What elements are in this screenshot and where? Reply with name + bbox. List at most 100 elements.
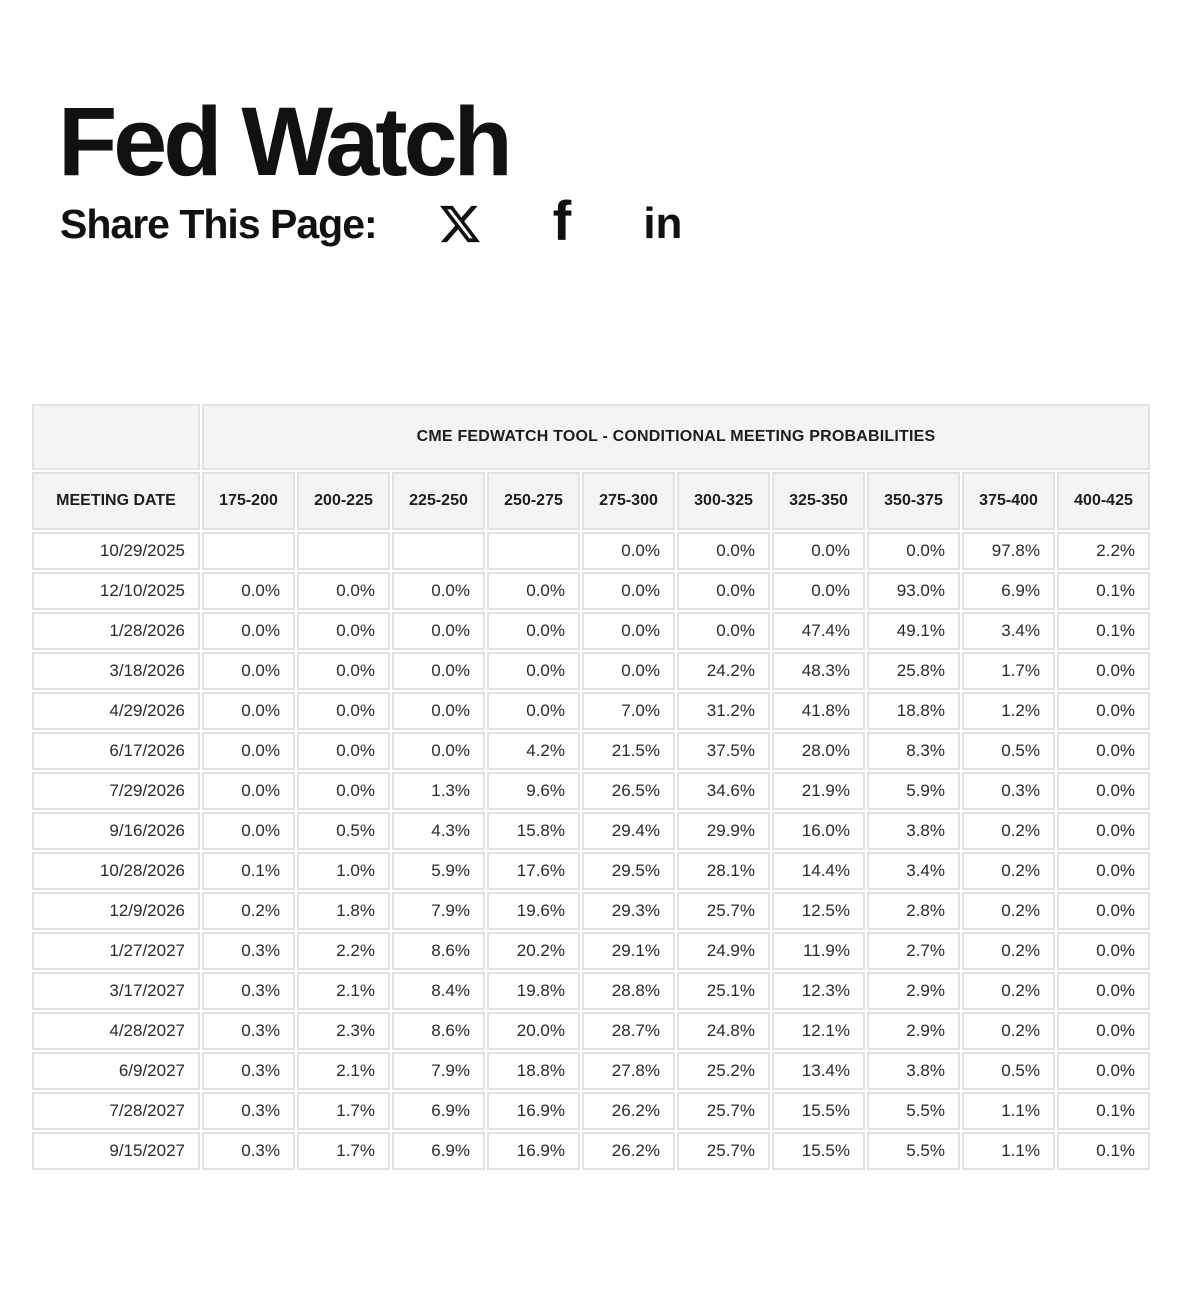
probability-cell: 25.1% <box>677 972 770 1010</box>
meeting-date-header: MEETING DATE <box>32 472 200 530</box>
meeting-date-cell: 6/9/2027 <box>32 1052 200 1090</box>
linkedin-icon[interactable]: in <box>643 199 683 248</box>
probability-cell: 5.5% <box>867 1092 960 1130</box>
table-row: 12/10/2025 0.0% 0.0% 0.0% 0.0% 0.0% 0.0% 0.0% 93… <box>32 572 1151 610</box>
probability-cell: 2.1% <box>297 972 390 1010</box>
probability-cell: 15.5% <box>772 1132 865 1170</box>
probability-cell: 29.3% <box>582 892 675 930</box>
x-icon[interactable] <box>439 204 481 244</box>
probability-cell: 0.0% <box>392 612 485 650</box>
probability-cell: 0.1% <box>1057 1092 1151 1130</box>
probability-cell: 21.9% <box>772 772 865 810</box>
probability-cell: 12.3% <box>772 972 865 1010</box>
probability-cell <box>202 532 295 570</box>
probability-cell: 0.0% <box>1057 692 1151 730</box>
probability-cell: 1.1% <box>962 1132 1055 1170</box>
probability-cell: 26.2% <box>582 1132 675 1170</box>
probability-cell: 0.0% <box>487 572 580 610</box>
table-banner-row: CME FEDWATCH TOOL - CONDITIONAL MEETING … <box>32 404 1151 470</box>
probability-cell: 29.1% <box>582 932 675 970</box>
table-row: 4/28/2027 0.3% 2.3% 8.6% 20.0% 28.7% 24.8% 12.1… <box>32 1012 1151 1050</box>
probability-cell: 0.0% <box>582 652 675 690</box>
table-row: 9/16/2026 0.0% 0.5% 4.3% 15.8% 29.4% 29.9% 16.0… <box>32 812 1151 850</box>
probability-cell: 13.4% <box>772 1052 865 1090</box>
probability-cell: 2.8% <box>867 892 960 930</box>
table-row: 10/28/2026 0.1% 1.0% 5.9% 17.6% 29.5% 28.1% 14.… <box>32 852 1151 890</box>
table-row: 3/17/2027 0.3% 2.1% 8.4% 19.8% 28.8% 25.1% 12.3… <box>32 972 1151 1010</box>
probability-cell: 0.0% <box>202 612 295 650</box>
probability-cell: 0.3% <box>962 772 1055 810</box>
probability-cell: 16.9% <box>487 1132 580 1170</box>
probability-cell: 0.0% <box>392 652 485 690</box>
probability-cell: 0.0% <box>1057 652 1151 690</box>
probability-cell: 0.0% <box>1057 1012 1151 1050</box>
table-row: 1/27/2027 0.3% 2.2% 8.6% 20.2% 29.1% 24.9% 11.9… <box>32 932 1151 970</box>
probability-cell: 0.0% <box>202 692 295 730</box>
probability-cell: 0.0% <box>867 532 960 570</box>
probability-cell: 0.0% <box>582 572 675 610</box>
probability-cell: 25.2% <box>677 1052 770 1090</box>
probability-cell: 0.0% <box>677 572 770 610</box>
probability-cell: 0.2% <box>962 932 1055 970</box>
probability-cell: 18.8% <box>867 692 960 730</box>
probability-cell: 49.1% <box>867 612 960 650</box>
probability-cell: 28.1% <box>677 852 770 890</box>
rate-range-header: 275-300 <box>582 472 675 530</box>
probability-cell: 0.2% <box>962 1012 1055 1050</box>
rate-range-header: 400-425 <box>1057 472 1151 530</box>
probability-cell: 0.3% <box>202 1092 295 1130</box>
probability-cell: 12.1% <box>772 1012 865 1050</box>
probability-cell: 0.0% <box>487 652 580 690</box>
probability-cell: 18.8% <box>487 1052 580 1090</box>
fedwatch-table-wrap: CME FEDWATCH TOOL - CONDITIONAL MEETING … <box>30 402 1152 1172</box>
probability-cell: 4.3% <box>392 812 485 850</box>
probability-cell: 19.6% <box>487 892 580 930</box>
probability-cell: 0.0% <box>297 692 390 730</box>
probability-cell: 0.0% <box>297 612 390 650</box>
probability-cell: 3.4% <box>867 852 960 890</box>
probability-cell: 11.9% <box>772 932 865 970</box>
probability-cell: 0.0% <box>1057 772 1151 810</box>
probability-cell: 0.3% <box>202 932 295 970</box>
probability-cell: 2.2% <box>1057 532 1151 570</box>
table-row: 12/9/2026 0.2% 1.8% 7.9% 19.6% 29.3% 25.7% 12.5… <box>32 892 1151 930</box>
probability-cell: 0.0% <box>1057 812 1151 850</box>
probability-cell <box>297 532 390 570</box>
probability-cell: 93.0% <box>867 572 960 610</box>
rate-range-header: 375-400 <box>962 472 1055 530</box>
probability-cell: 0.0% <box>297 572 390 610</box>
probability-cell: 25.7% <box>677 1092 770 1130</box>
probability-cell: 0.1% <box>202 852 295 890</box>
probability-cell: 1.1% <box>962 1092 1055 1130</box>
probability-cell: 0.0% <box>297 732 390 770</box>
probability-cell: 0.0% <box>677 612 770 650</box>
rate-range-header: 325-350 <box>772 472 865 530</box>
probability-cell: 0.0% <box>202 652 295 690</box>
meeting-date-cell: 1/28/2026 <box>32 612 200 650</box>
facebook-icon[interactable]: f <box>552 189 572 252</box>
probability-cell: 97.8% <box>962 532 1055 570</box>
probability-cell: 26.5% <box>582 772 675 810</box>
probability-cell: 0.0% <box>202 572 295 610</box>
table-title: CME FEDWATCH TOOL - CONDITIONAL MEETING … <box>202 404 1151 470</box>
probability-cell: 24.2% <box>677 652 770 690</box>
probability-cell: 0.2% <box>962 812 1055 850</box>
probability-cell: 28.0% <box>772 732 865 770</box>
probability-cell: 6.9% <box>392 1132 485 1170</box>
probability-cell: 0.2% <box>962 852 1055 890</box>
probability-cell: 15.8% <box>487 812 580 850</box>
table-row: 1/28/2026 0.0% 0.0% 0.0% 0.0% 0.0% 0.0% 47.4% 49… <box>32 612 1151 650</box>
table-row: 6/17/2026 0.0% 0.0% 0.0% 4.2% 21.5% 37.5% 28.0%… <box>32 732 1151 770</box>
probability-cell: 2.7% <box>867 932 960 970</box>
probability-cell: 6.9% <box>962 572 1055 610</box>
probability-cell: 24.8% <box>677 1012 770 1050</box>
rate-range-header: 250-275 <box>487 472 580 530</box>
probability-cell: 0.0% <box>1057 892 1151 930</box>
probability-cell: 0.0% <box>392 572 485 610</box>
probability-cell: 0.5% <box>962 1052 1055 1090</box>
probability-cell: 5.9% <box>392 852 485 890</box>
meeting-date-cell: 1/27/2027 <box>32 932 200 970</box>
probability-cell: 0.0% <box>202 732 295 770</box>
probability-cell <box>392 532 485 570</box>
